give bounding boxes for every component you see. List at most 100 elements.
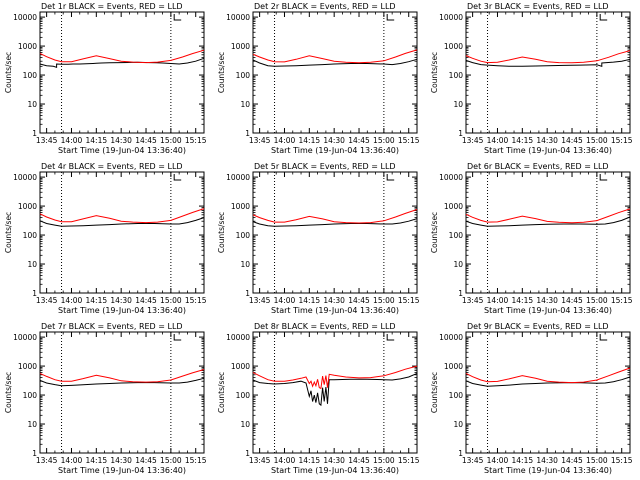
x-tick-label: 14:15 bbox=[86, 296, 108, 305]
x-tick-label: 15:15 bbox=[185, 136, 207, 145]
y-tick-label: 10 bbox=[240, 260, 250, 269]
y-axis-label: Counts/sec bbox=[430, 52, 439, 93]
x-tick-label: 13:45 bbox=[462, 456, 484, 465]
x-tick-label: 14:30 bbox=[110, 296, 132, 305]
y-tick-label: 100 bbox=[449, 231, 464, 240]
y-tick-label: 1000 bbox=[231, 42, 250, 51]
x-tick-label: 15:15 bbox=[398, 136, 420, 145]
x-tick-label: 15:00 bbox=[586, 456, 608, 465]
x-tick-label: 14:00 bbox=[274, 296, 296, 305]
y-tick-label: 10 bbox=[453, 420, 463, 429]
bracket-marker bbox=[599, 14, 608, 21]
y-axis-label: Counts/sec bbox=[217, 212, 226, 253]
x-tick-label: 14:00 bbox=[61, 456, 83, 465]
x-tick-label: 15:00 bbox=[373, 456, 395, 465]
x-tick-label: 14:45 bbox=[348, 136, 370, 145]
x-tick-label: 15:00 bbox=[586, 136, 608, 145]
series-line-events bbox=[39, 377, 205, 387]
x-axis-label: Start Time (19-Jun-04 13:36:40) bbox=[271, 466, 399, 475]
y-tick-label: 1 bbox=[32, 449, 37, 458]
plot-frame bbox=[39, 331, 205, 454]
y-axis-label: Counts/sec bbox=[4, 212, 13, 253]
y-tick-label: 1 bbox=[32, 289, 37, 298]
x-axis-label: Start Time (19-Jun-04 13:36:40) bbox=[484, 306, 612, 315]
y-tick-label: 10000 bbox=[13, 333, 37, 342]
bracket-marker bbox=[386, 334, 395, 341]
y-tick-label: 10 bbox=[27, 100, 37, 109]
bracket-marker bbox=[173, 14, 182, 21]
y-tick-label: 1000 bbox=[18, 362, 37, 371]
y-tick-label: 10000 bbox=[439, 13, 463, 22]
x-tick-label: 14:45 bbox=[561, 296, 583, 305]
x-tick-label: 14:30 bbox=[110, 136, 132, 145]
y-tick-label: 100 bbox=[23, 391, 38, 400]
bracket-marker bbox=[386, 174, 395, 181]
x-tick-label: 14:00 bbox=[274, 456, 296, 465]
y-tick-label: 1000 bbox=[231, 362, 250, 371]
panel-title: Det 1r BLACK = Events, RED = LLD bbox=[41, 2, 183, 11]
x-tick-label: 13:45 bbox=[462, 296, 484, 305]
x-tick-label: 15:15 bbox=[185, 456, 207, 465]
panel-title: Det 2r BLACK = Events, RED = LLD bbox=[254, 2, 396, 11]
x-tick-label: 14:15 bbox=[299, 296, 321, 305]
y-axis-label: Counts/sec bbox=[217, 52, 226, 93]
y-tick-label: 100 bbox=[236, 391, 251, 400]
x-tick-label: 13:45 bbox=[462, 136, 484, 145]
y-axis-label: Counts/sec bbox=[430, 212, 439, 253]
bracket-marker bbox=[173, 174, 182, 181]
y-tick-label: 100 bbox=[23, 231, 38, 240]
x-axis-label: Start Time (19-Jun-04 13:36:40) bbox=[271, 306, 399, 315]
x-axis-label: Start Time (19-Jun-04 13:36:40) bbox=[58, 306, 186, 315]
series-line-events bbox=[465, 58, 631, 67]
y-tick-label: 10000 bbox=[439, 333, 463, 342]
x-tick-label: 13:45 bbox=[249, 296, 271, 305]
x-tick-label: 13:45 bbox=[36, 136, 58, 145]
plot-frame bbox=[252, 11, 418, 134]
y-tick-label: 10 bbox=[240, 420, 250, 429]
y-tick-label: 1 bbox=[458, 449, 463, 458]
x-tick-label: 13:45 bbox=[249, 456, 271, 465]
panel-9: Det 9r BLACK = Events, RED = LLD 1 10 100 10… bbox=[430, 322, 633, 475]
x-tick-label: 15:00 bbox=[373, 296, 395, 305]
x-tick-label: 15:15 bbox=[611, 136, 633, 145]
panel-6: Det 6r BLACK = Events, RED = LLD 1 10 100 10… bbox=[430, 162, 633, 315]
x-tick-label: 15:00 bbox=[160, 456, 182, 465]
x-tick-label: 14:30 bbox=[323, 456, 345, 465]
x-tick-label: 14:45 bbox=[348, 456, 370, 465]
panel-2: Det 2r BLACK = Events, RED = LLD 1 10 100 10… bbox=[217, 2, 420, 155]
x-tick-label: 14:15 bbox=[512, 136, 534, 145]
x-tick-label: 14:30 bbox=[323, 136, 345, 145]
plot-frame bbox=[465, 171, 631, 294]
x-tick-label: 14:30 bbox=[323, 296, 345, 305]
panel-1: Det 1r BLACK = Events, RED = LLD 1 10 100 10… bbox=[4, 2, 207, 155]
panel-5: Det 5r BLACK = Events, RED = LLD 1 10 100 10… bbox=[217, 162, 420, 315]
y-tick-label: 1000 bbox=[444, 362, 463, 371]
series-line-lld bbox=[39, 49, 205, 64]
x-tick-label: 14:15 bbox=[86, 136, 108, 145]
y-tick-label: 100 bbox=[449, 71, 464, 80]
panel-7: Det 7r BLACK = Events, RED = LLD 1 10 100 10… bbox=[4, 322, 207, 475]
x-axis-label: Start Time (19-Jun-04 13:36:40) bbox=[58, 146, 186, 155]
y-axis-label: Counts/sec bbox=[217, 372, 226, 413]
x-tick-label: 15:00 bbox=[373, 136, 395, 145]
plot-frame bbox=[465, 11, 631, 134]
y-tick-label: 10000 bbox=[13, 173, 37, 182]
x-tick-label: 14:30 bbox=[110, 456, 132, 465]
x-tick-label: 14:15 bbox=[512, 296, 534, 305]
bracket-marker bbox=[173, 334, 182, 341]
series-line-events bbox=[39, 217, 205, 227]
y-axis-label: Counts/sec bbox=[4, 372, 13, 413]
x-tick-label: 13:45 bbox=[36, 456, 58, 465]
x-tick-label: 14:45 bbox=[135, 296, 157, 305]
y-tick-label: 100 bbox=[236, 231, 251, 240]
x-tick-label: 14:00 bbox=[487, 456, 509, 465]
series-line-lld bbox=[465, 50, 631, 64]
series-line-events bbox=[252, 372, 418, 407]
bracket-marker bbox=[599, 174, 608, 181]
y-tick-label: 1000 bbox=[18, 202, 37, 211]
y-tick-label: 1000 bbox=[231, 202, 250, 211]
plot-frame bbox=[465, 331, 631, 454]
series-line-events bbox=[39, 57, 205, 68]
x-tick-label: 14:15 bbox=[299, 456, 321, 465]
